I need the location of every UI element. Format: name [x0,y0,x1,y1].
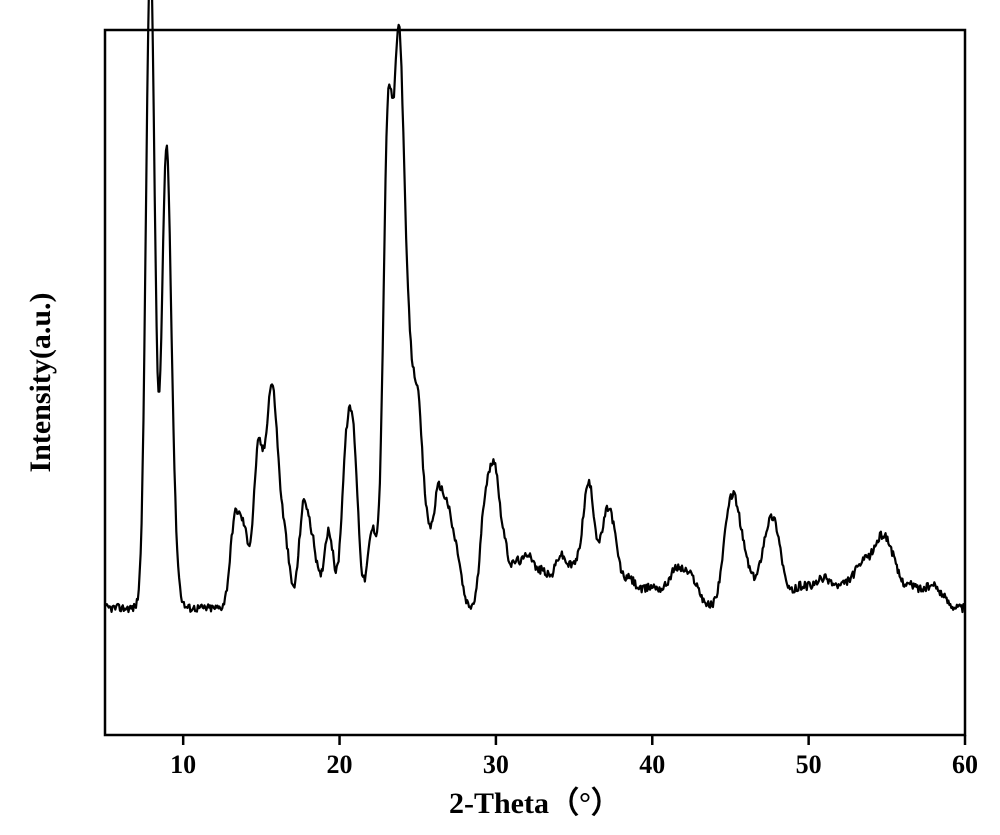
x-tick-label: 60 [952,750,978,779]
plot-frame [105,30,965,735]
xrd-plot-container: { "xrd_chart": { "type": "line", "xlabel… [0,0,1000,835]
xrd-trace [105,0,964,612]
x-tick-label: 20 [327,750,353,779]
y-axis-label: Intensity(a.u.) [24,292,57,472]
x-tick-label: 50 [796,750,822,779]
x-axis-label: 2-Theta（°） [449,786,621,820]
xrd-svg: 10 20 30 40 50 60 2-Theta（°） Intensity(a.u.) [0,0,1000,835]
x-tick-label: 30 [483,750,509,779]
x-tick-label: 10 [170,750,196,779]
x-tick-label: 40 [639,750,665,779]
